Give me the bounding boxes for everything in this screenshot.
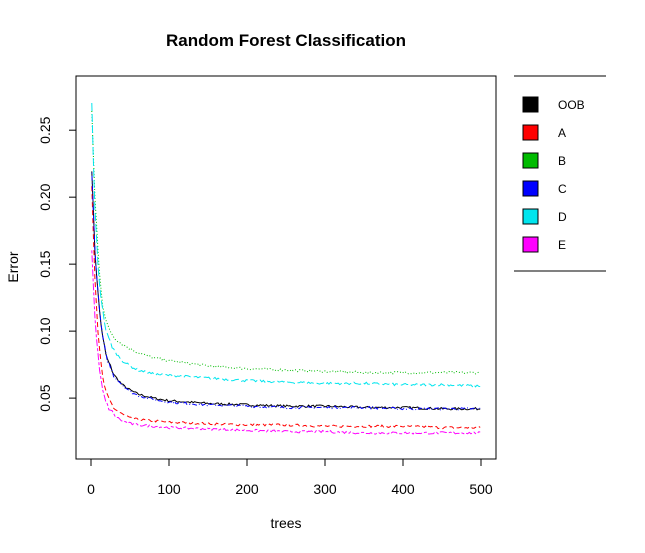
plot-frame [75,75,497,460]
y-axis: 0.05 0.10 0.15 0.20 0.25 [37,116,77,412]
x-tick-label: 100 [157,481,181,497]
x-axis-label: trees [270,515,301,531]
y-tick-label: 0.10 [37,317,53,344]
legend-label-OOB: OOB [558,98,585,112]
legend-swatch-OOB [522,96,539,113]
legend-swatch-D [522,208,539,225]
series-line-B [91,110,481,375]
legend-label-D: D [558,210,567,224]
series-line-OOB [91,171,481,411]
legend-label-A: A [558,126,566,140]
chart-title: Random Forest Classification [166,31,406,50]
x-tick-label: 0 [87,481,95,497]
x-axis: 0 100 200 300 400 500 [87,458,493,497]
legend-swatch-A [522,124,539,141]
x-tick-label: 200 [235,481,259,497]
x-tick-label: 300 [313,481,337,497]
x-tick-label: 500 [469,481,493,497]
series-layer [91,102,481,435]
legend-label-C: C [558,182,567,196]
legend-label-E: E [558,238,566,252]
series-line-D [91,102,481,388]
y-tick-label: 0.20 [37,183,53,210]
legend-swatch-E [522,236,539,253]
y-tick-label: 0.25 [37,116,53,143]
legend-swatch-B [522,152,539,169]
series-line-E [91,250,481,435]
legend-label-B: B [558,154,566,168]
x-tick-label: 400 [391,481,415,497]
y-tick-label: 0.15 [37,250,53,277]
y-axis-label: Error [5,251,21,282]
legend-swatch-C [522,180,539,197]
y-tick-label: 0.05 [37,384,53,411]
series-line-A [91,186,481,430]
series-line-C [91,172,481,411]
